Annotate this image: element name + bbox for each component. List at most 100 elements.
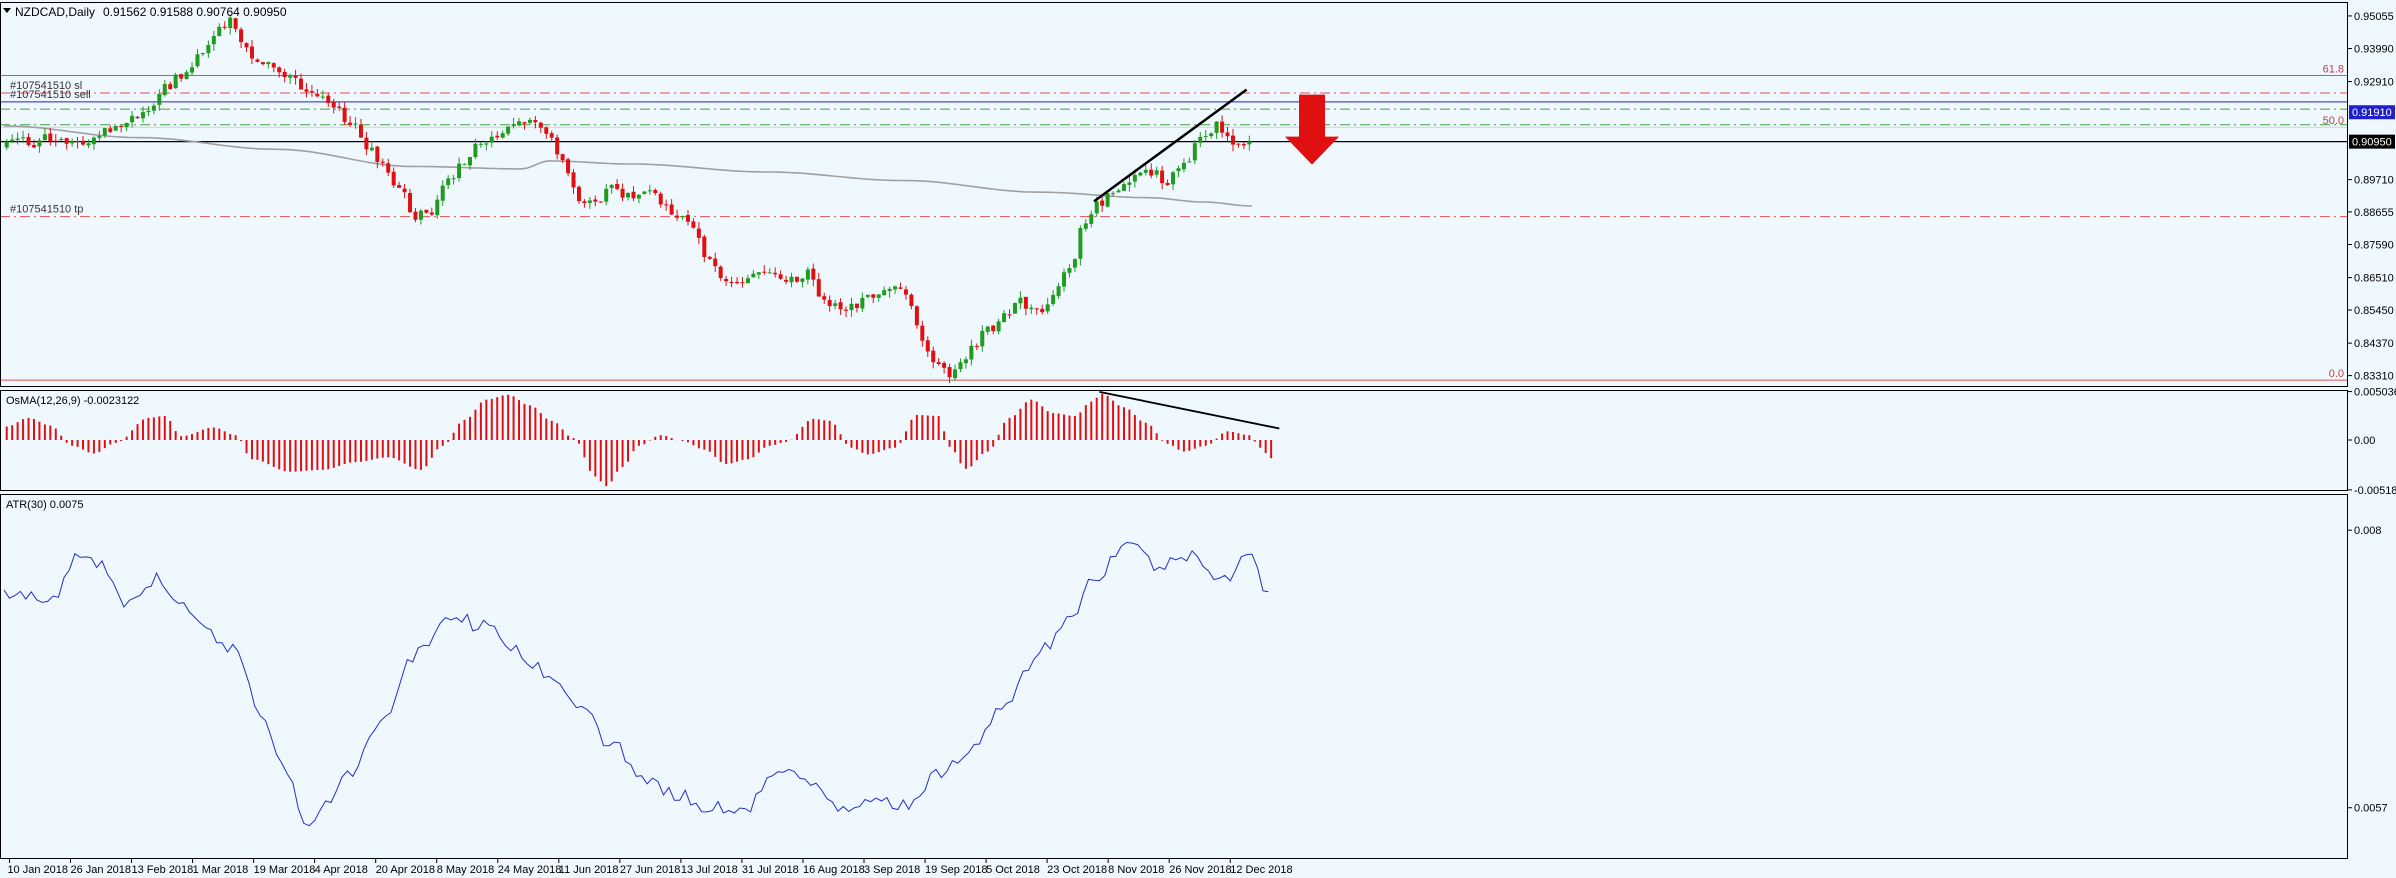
candle-body <box>713 258 718 267</box>
price-axis-tick-label: 0.83310 <box>2354 371 2394 383</box>
candle-body <box>642 191 647 195</box>
candle-body <box>914 306 919 326</box>
candle-body <box>980 330 985 347</box>
dropdown-triangle-icon[interactable] <box>3 8 11 13</box>
candle-body <box>190 67 195 73</box>
candle-body <box>735 281 740 284</box>
candle-body <box>936 362 941 365</box>
candle-body <box>838 302 843 310</box>
level-label: #107541510 sl <box>10 80 82 92</box>
symbol-label: NZDCAD,Daily <box>15 5 95 19</box>
candle-body <box>647 190 652 192</box>
candle-body <box>1127 182 1132 185</box>
candle-body <box>527 119 532 123</box>
price-trendline[interactable] <box>1093 88 1248 203</box>
candle-body <box>195 54 200 67</box>
candle-body <box>582 201 587 204</box>
osma-pane: OsMA(12,26,9) -0.0023122 <box>5 391 1280 487</box>
candle-body <box>1089 214 1094 224</box>
candle-body <box>511 124 516 127</box>
candle-body <box>1062 272 1067 287</box>
candle-body <box>1121 184 1126 191</box>
osma-histogram <box>5 393 1273 487</box>
candle-body <box>805 269 810 280</box>
candle-body <box>168 84 173 90</box>
candle-body <box>827 299 832 307</box>
candle-body <box>1209 133 1214 137</box>
candle-body <box>854 303 859 308</box>
candle-body <box>789 276 794 283</box>
candle-body <box>386 163 391 173</box>
candle-body <box>380 161 385 163</box>
candle-body <box>1007 314 1012 316</box>
candle-body <box>413 211 418 220</box>
candle-body <box>375 146 380 162</box>
pane-frame <box>0 494 2348 859</box>
candle-body <box>75 141 80 143</box>
candle-body <box>1165 182 1170 186</box>
date-tick-label: 31 Jul 2018 <box>742 864 799 876</box>
date-tick-label: 27 Jun 2018 <box>620 864 681 876</box>
candle-body <box>315 93 320 97</box>
candle-body <box>996 321 1001 332</box>
candle-body <box>860 297 865 309</box>
candle-body <box>228 17 233 29</box>
candle-body <box>108 128 113 132</box>
candle-body <box>113 125 118 131</box>
candle-body <box>81 140 86 145</box>
candle-body <box>1171 172 1176 185</box>
candle-body <box>773 272 778 275</box>
candle-body <box>135 116 140 119</box>
candle-body <box>304 89 309 92</box>
candle-body <box>784 279 789 282</box>
candle-body <box>342 107 347 123</box>
osma-axis-tick-label: -0.005187 <box>2354 485 2396 497</box>
sell-arrow-icon <box>1285 94 1339 165</box>
candle-body <box>751 273 756 278</box>
candle-body <box>211 36 216 45</box>
candle-body <box>844 309 849 311</box>
candle-body <box>593 199 598 202</box>
candle-body <box>446 178 451 186</box>
osma-trendline[interactable] <box>1099 391 1280 430</box>
date-tick-label: 13 Jul 2018 <box>681 864 738 876</box>
sell-price-label: 0.91910 <box>2352 107 2392 119</box>
price-axis-tick-label: 0.85450 <box>2354 305 2394 317</box>
candle-body <box>1051 294 1056 304</box>
candle-body <box>1143 169 1148 173</box>
candle-body <box>282 71 287 78</box>
date-tick-label: 24 May 2018 <box>498 864 562 876</box>
candle-body <box>1181 162 1186 170</box>
candle-body <box>555 137 560 155</box>
candle-body <box>604 188 609 202</box>
level-label: 61.8 <box>2323 63 2344 75</box>
candle-body <box>299 78 304 90</box>
candle-body <box>800 278 805 282</box>
candle-body <box>1045 304 1050 312</box>
price-axis-tick-label: 0.86510 <box>2354 273 2394 285</box>
candle-body <box>522 122 527 124</box>
date-tick-label: 12 Dec 2018 <box>1230 864 1292 876</box>
candle-body <box>48 133 53 142</box>
candle-body <box>467 156 472 166</box>
candle-body <box>991 325 996 332</box>
candle-body <box>963 359 968 364</box>
date-tick-label: 20 Apr 2018 <box>376 864 435 876</box>
candle-body <box>391 171 396 186</box>
date-tick-label: 19 Sep 2018 <box>925 864 987 876</box>
candle-body <box>462 164 467 166</box>
candle-body <box>408 192 413 213</box>
date-tick-label: 11 Jun 2018 <box>559 864 619 876</box>
candle-body <box>1111 193 1116 195</box>
candle-body <box>669 204 674 215</box>
candle-body <box>658 193 663 205</box>
candle-body <box>42 134 47 141</box>
candle-body <box>958 362 963 370</box>
candle-body <box>718 266 723 278</box>
candle-body <box>615 183 620 189</box>
candle-body <box>675 215 680 218</box>
candle-body <box>4 141 9 148</box>
date-tick-label: 8 May 2018 <box>437 864 494 876</box>
candle-body <box>636 194 641 199</box>
